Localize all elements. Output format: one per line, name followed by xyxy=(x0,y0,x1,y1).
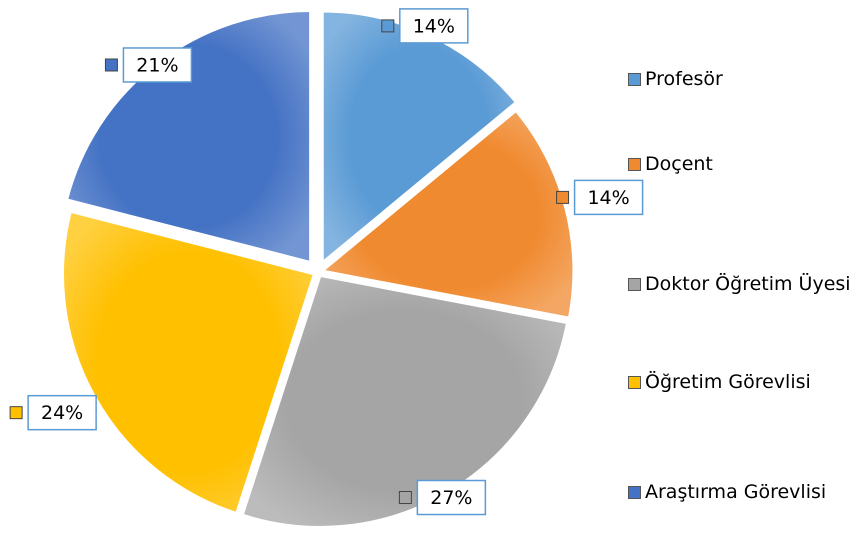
legend-item: Doktor Öğretim Üyesi xyxy=(628,273,851,295)
label-swatch xyxy=(556,190,570,204)
label-swatch xyxy=(9,406,23,420)
legend-label: Profesör xyxy=(645,68,723,90)
label-swatch xyxy=(104,58,118,72)
data-label: 14% xyxy=(413,15,455,37)
legend-label: Araştırma Görevlisi xyxy=(645,481,827,503)
label-box xyxy=(27,394,97,431)
data-label: 21% xyxy=(136,54,178,76)
pie-slice xyxy=(318,108,576,320)
legend-swatch xyxy=(628,277,641,291)
legend-swatch xyxy=(628,485,641,499)
legend-label: Doktor Öğretim Üyesi xyxy=(645,273,851,295)
legend-label: Doçent xyxy=(645,153,713,175)
data-label: 24% xyxy=(41,402,83,424)
legend-swatch xyxy=(628,375,641,389)
label-box xyxy=(573,179,644,216)
label-box xyxy=(399,8,469,44)
legend-item: Profesör xyxy=(628,68,723,90)
label-swatch xyxy=(381,19,395,33)
legend-item: Araştırma Görevlisi xyxy=(628,481,826,503)
legend-swatch xyxy=(628,157,641,171)
label-swatch xyxy=(398,491,412,505)
legend-label: Öğretim Görevlisi xyxy=(645,371,811,393)
label-box xyxy=(416,479,487,516)
data-label: 27% xyxy=(430,487,472,509)
label-box xyxy=(122,47,193,83)
data-label: 14% xyxy=(587,187,629,209)
legend-swatch xyxy=(628,72,641,86)
legend-item: Öğretim Görevlisi xyxy=(628,371,811,393)
legend-item: Doçent xyxy=(628,153,713,175)
